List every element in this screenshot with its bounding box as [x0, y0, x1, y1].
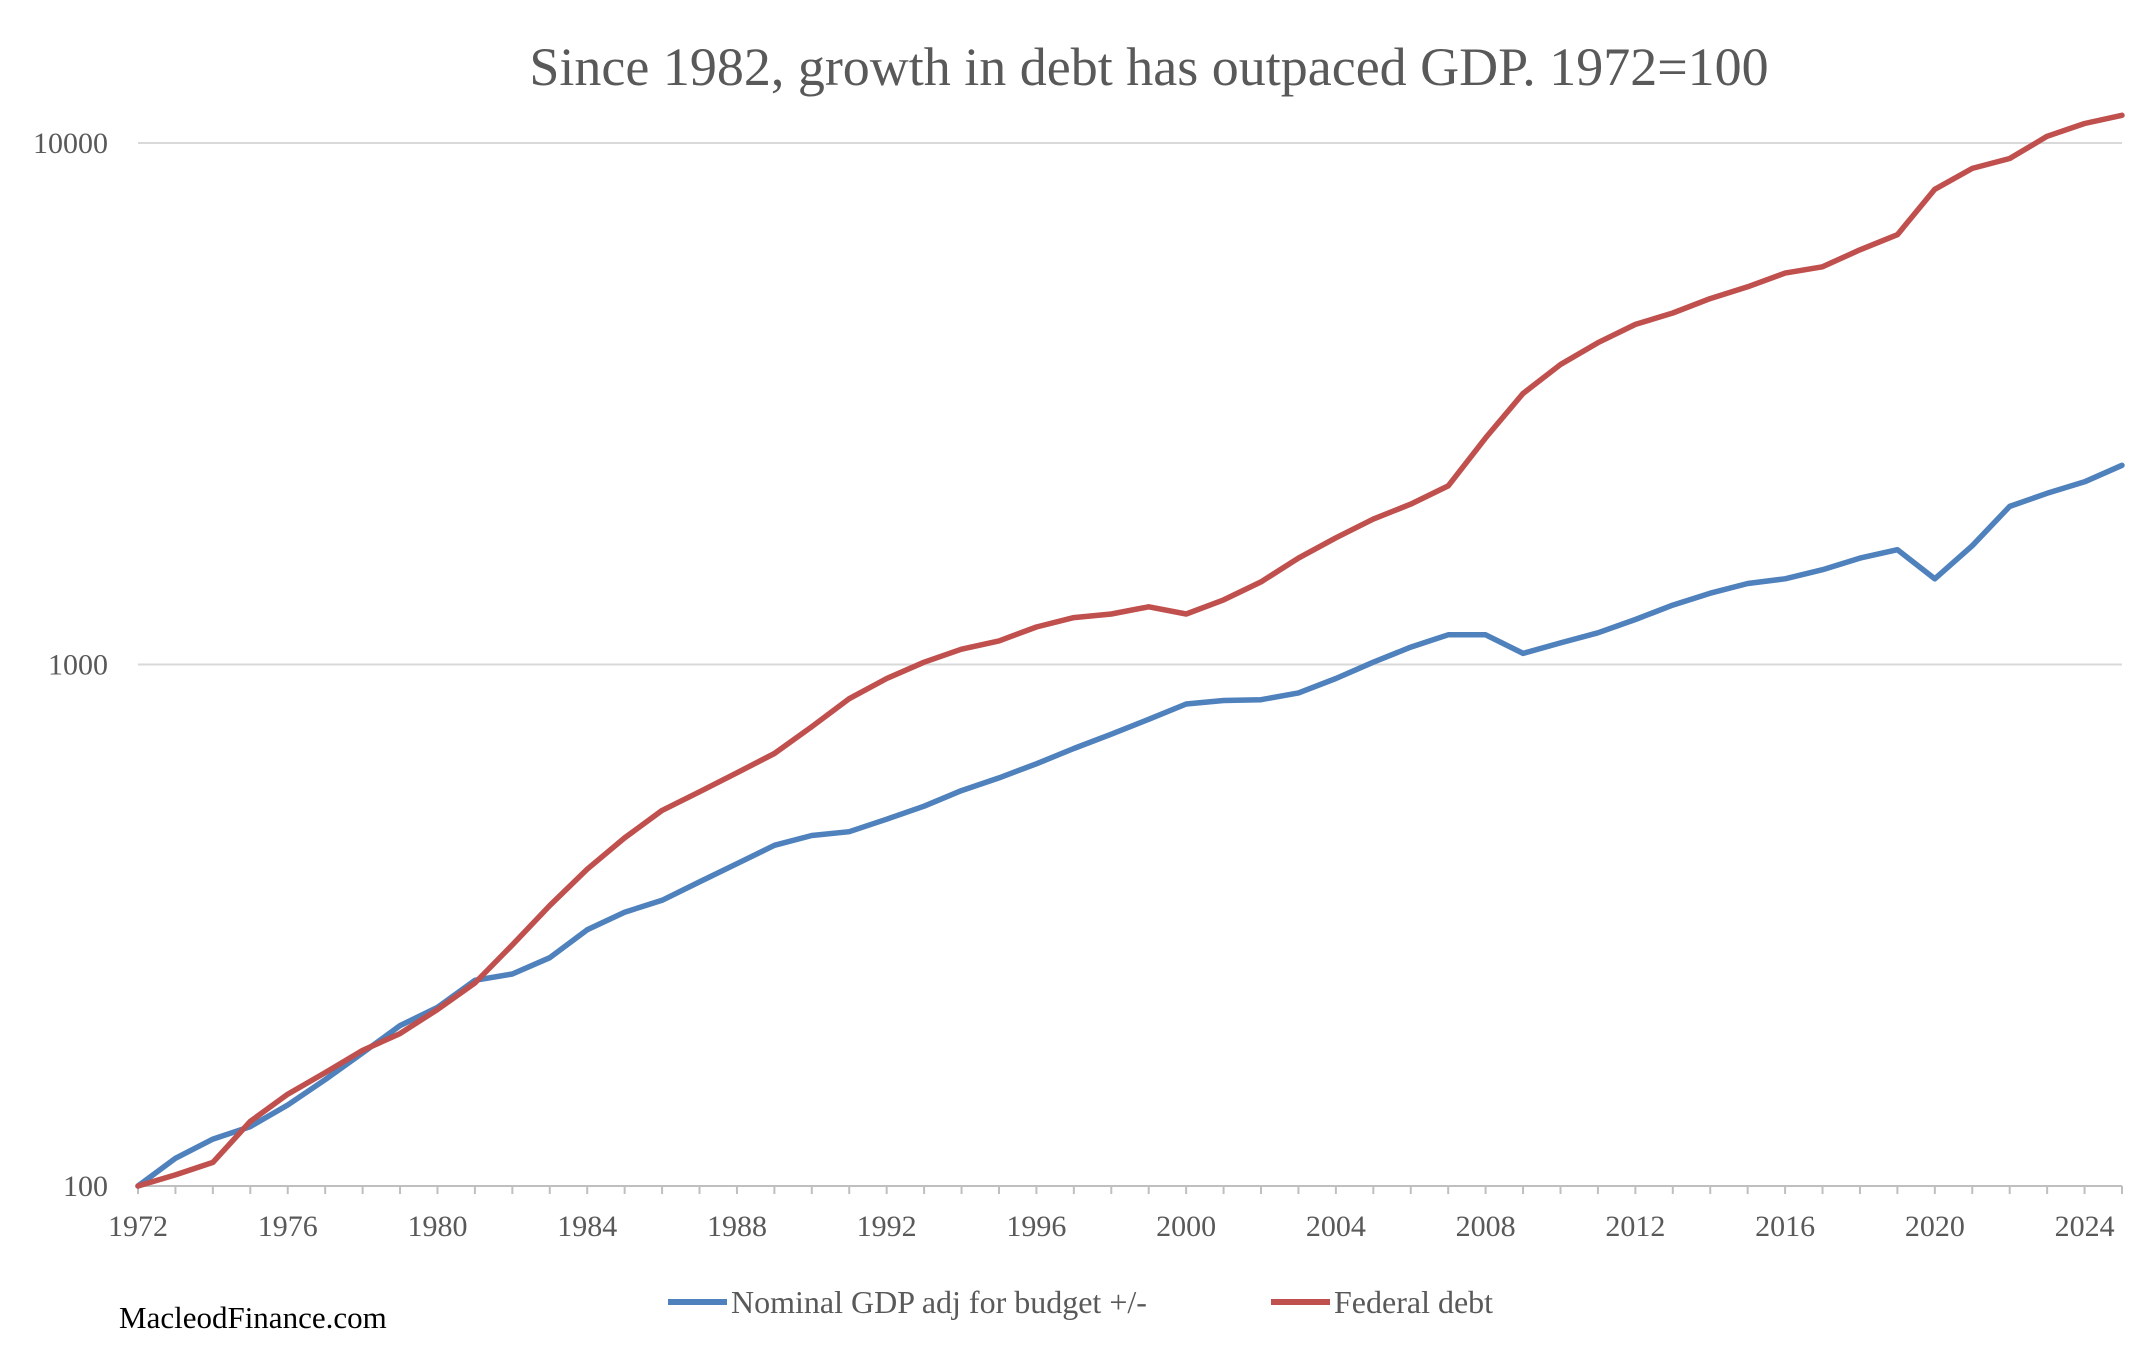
chart-title: Since 1982, growth in debt has outpaced … — [529, 37, 1768, 97]
legend: Nominal GDP adj for budget +/- Federal d… — [668, 1284, 1493, 1320]
x-tick-label-2008: 2008 — [1456, 1210, 1516, 1243]
x-tick-label-1992: 1992 — [857, 1210, 917, 1243]
y-tick-label-10000: 10000 — [33, 127, 108, 160]
series-line-nominal-gdp — [135, 462, 2125, 1189]
x-tick-label-2004: 2004 — [1306, 1210, 1366, 1243]
x-tick-label-2012: 2012 — [1605, 1210, 1665, 1243]
x-tick-label-1984: 1984 — [557, 1210, 617, 1243]
x-tick-label-1972: 1972 — [108, 1210, 168, 1243]
legend-label-debt: Federal debt — [1334, 1284, 1493, 1320]
legend-label-gdp: Nominal GDP adj for budget +/- — [731, 1284, 1147, 1320]
x-axis-ticks: 1972 1976 1980 1984 1988 1992 1996 2000 2004 2008… — [108, 1186, 2123, 1243]
x-tick-label-2024: 2024 — [2055, 1210, 2115, 1243]
x-tick-label-1988: 1988 — [707, 1210, 767, 1243]
x-tick-label-2020: 2020 — [1905, 1210, 1965, 1243]
y-tick-label-100: 100 — [63, 1170, 108, 1203]
y-axis-ticks: 100 1000 10000 — [33, 127, 108, 1203]
series-lines — [135, 112, 2125, 1189]
x-tick-label-1996: 1996 — [1006, 1210, 1066, 1243]
watermark: MacleodFinance.com — [119, 1300, 387, 1335]
y-tick-label-1000: 1000 — [48, 649, 108, 682]
x-tick-label-1980: 1980 — [407, 1210, 467, 1243]
series-line-federal-debt — [135, 112, 2125, 1189]
x-tick-label-2000: 2000 — [1156, 1210, 1216, 1243]
x-tick-label-2016: 2016 — [1755, 1210, 1815, 1243]
gridlines — [138, 142, 2122, 1187]
x-tick-label-1976: 1976 — [258, 1210, 318, 1243]
